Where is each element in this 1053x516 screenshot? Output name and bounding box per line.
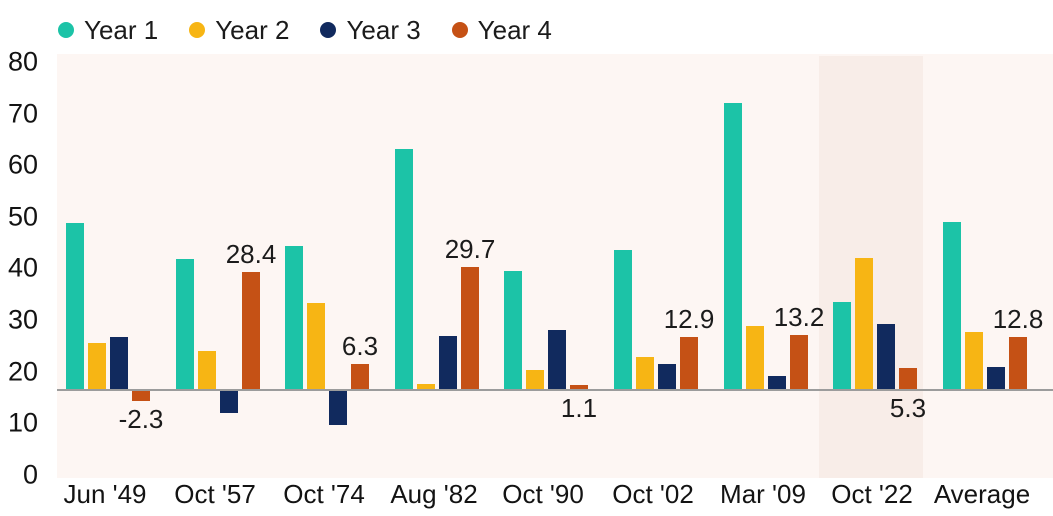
bar-year-4-jun-49 <box>132 391 150 401</box>
y-tick-label-10: 10 <box>7 407 38 438</box>
y-tick-label-60: 60 <box>7 149 38 180</box>
bar-year-2-aug-82 <box>417 384 435 390</box>
x-axis-label-oct-90: Oct '90 <box>502 479 584 509</box>
bar-year-4-oct-90 <box>570 385 588 390</box>
bar-value-label-oct-02: 12.9 <box>663 304 715 334</box>
y-tick-label-70: 70 <box>7 98 38 129</box>
legend-label: Year 3 <box>346 14 421 45</box>
bar-value-label-average: 12.8 <box>992 304 1044 334</box>
legend-swatch-year-2-icon <box>189 22 206 38</box>
bar-year-3-aug-82 <box>439 336 457 390</box>
bar-year-4-aug-82 <box>461 267 479 390</box>
bar-year-3-jun-49 <box>110 337 128 390</box>
x-axis-label-jun-49: Jun '49 <box>63 479 147 509</box>
x-axis-label-oct-74: Oct '74 <box>283 479 365 509</box>
x-axis-label-oct-57: Oct '57 <box>174 479 256 509</box>
bar-year-3-oct-22 <box>877 324 895 390</box>
y-tick-label-30: 30 <box>7 304 38 335</box>
legend-swatch-year-3-icon <box>320 22 337 38</box>
bar-year-2-oct-57 <box>198 351 216 390</box>
bar-year-4-average <box>1009 337 1027 390</box>
bar-year-2-average <box>965 332 983 390</box>
bar-year-2-jun-49 <box>88 343 106 390</box>
bar-value-label-jun-49: -2.3 <box>118 404 164 434</box>
bar-year-2-oct-02 <box>636 357 654 390</box>
legend-swatch-year-4-icon <box>451 22 468 38</box>
x-axis-label-mar-09: Mar '09 <box>720 479 806 509</box>
bar-year-2-oct-90 <box>526 370 544 390</box>
y-tick-label-50: 50 <box>7 201 38 232</box>
x-axis-baseline <box>57 389 1053 391</box>
bar-value-label-oct-57: 28.4 <box>225 239 277 269</box>
bar-year-4-oct-02 <box>680 337 698 390</box>
legend-item-year-4: Year 4 <box>451 14 552 46</box>
bar-year-4-oct-57 <box>242 272 260 390</box>
bar-year-1-oct-57 <box>176 259 194 390</box>
bar-value-label-mar-09: 13.2 <box>773 302 825 332</box>
bar-year-3-oct-74 <box>329 391 347 425</box>
bar-year-1-oct-90 <box>504 271 522 390</box>
bar-value-label-oct-74: 6.3 <box>341 331 379 361</box>
legend-swatch-year-1-icon <box>58 22 74 38</box>
bar-year-2-oct-74 <box>307 303 325 390</box>
y-tick-label-40: 40 <box>7 252 38 283</box>
legend-item-year-2: Year 2 <box>189 15 289 46</box>
legend-item-year-1: Year 1 <box>58 15 158 46</box>
bar-year-1-average <box>943 222 961 390</box>
bar-year-3-average <box>987 367 1005 390</box>
bar-value-label-oct-22: 5.3 <box>889 393 927 423</box>
y-tick-label-0: 0 <box>22 459 38 490</box>
x-axis-label-average: Average <box>933 479 1031 509</box>
bar-year-1-oct-74 <box>285 246 303 390</box>
bar-year-2-oct-22 <box>855 258 873 390</box>
x-axis-label-aug-82: Aug '82 <box>390 479 478 509</box>
y-tick-label-80: 80 <box>7 46 38 77</box>
bar-year-4-mar-09 <box>790 335 808 390</box>
bar-year-1-jun-49 <box>66 223 84 390</box>
bar-year-4-oct-74 <box>351 364 369 390</box>
bar-year-3-oct-57 <box>220 391 238 413</box>
legend-label: Year 4 <box>477 14 552 45</box>
bar-year-1-oct-22 <box>833 302 851 390</box>
x-axis-label-oct-02: Oct '02 <box>612 479 694 509</box>
chart-legend: Year 1 Year 2 Year 3 Year 4 <box>58 15 583 45</box>
legend-label: Year 2 <box>215 14 290 45</box>
legend-item-year-3: Year 3 <box>320 14 421 46</box>
bar-year-2-mar-09 <box>746 326 764 390</box>
bar-year-1-mar-09 <box>724 103 742 390</box>
bar-year-3-oct-02 <box>658 364 676 390</box>
bar-year-1-oct-02 <box>614 250 632 390</box>
y-tick-label-20: 20 <box>7 356 38 387</box>
bar-value-label-aug-82: 29.7 <box>444 234 496 264</box>
x-axis-label-oct-22: Oct '22 <box>831 479 913 509</box>
bar-year-4-oct-22 <box>899 368 917 390</box>
bar-year-3-oct-90 <box>548 330 566 390</box>
bar-year-3-mar-09 <box>768 376 786 390</box>
bar-value-label-oct-90: 1.1 <box>560 393 598 423</box>
bar-year-1-aug-82 <box>395 149 413 390</box>
legend-label: Year 1 <box>84 14 159 45</box>
